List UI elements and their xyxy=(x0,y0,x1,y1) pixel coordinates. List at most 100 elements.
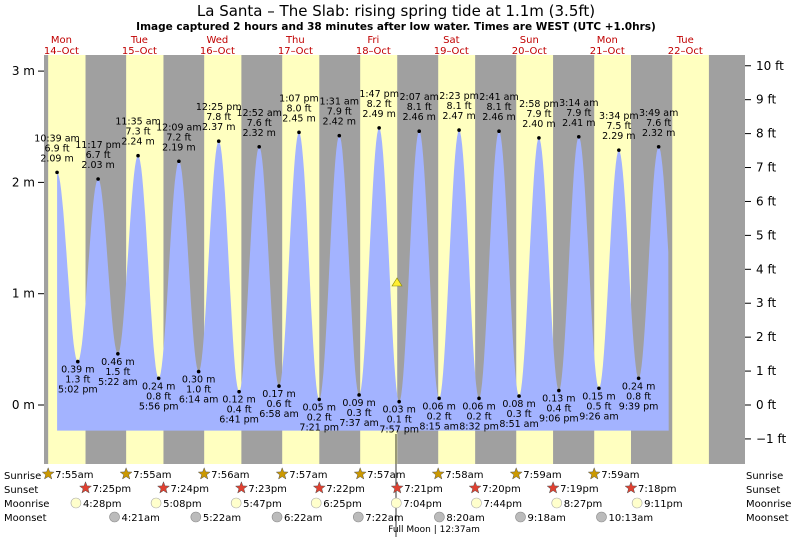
left-tick-label: 1 m xyxy=(12,287,35,301)
right-tick-label: 1 ft xyxy=(756,364,776,378)
extreme-label: 8.0 ft xyxy=(286,103,311,114)
extreme-label: 2.32 m xyxy=(242,128,275,139)
extreme-label: 1:31 am xyxy=(320,97,359,108)
extreme-label: 9:26 am xyxy=(579,411,618,422)
right-tick-label: 4 ft xyxy=(756,262,776,276)
right-tick-label: 0 ft xyxy=(756,398,776,412)
extreme-label: 7.6 ft xyxy=(646,118,671,129)
right-tick-label: 3 ft xyxy=(756,296,776,310)
moonrise-icon xyxy=(310,497,322,509)
moonrise-icon xyxy=(150,497,162,509)
sunset-star-icon xyxy=(78,481,93,494)
extreme-label: 2.47 m xyxy=(442,111,475,122)
sunset-time: 7:22pm xyxy=(326,484,365,495)
extreme-point xyxy=(597,386,601,391)
extreme-label: 0.4 ft xyxy=(227,405,252,416)
extreme-label: 5:56 pm xyxy=(139,401,179,412)
extreme-point xyxy=(136,153,140,158)
extreme-label: 7:57 pm xyxy=(379,425,419,436)
extreme-label: 0.4 ft xyxy=(546,404,571,415)
extreme-label: 12:09 am xyxy=(156,122,201,133)
moonrise-icon xyxy=(390,497,402,509)
extreme-label: 6:14 am xyxy=(179,395,218,406)
extreme-point xyxy=(297,130,301,135)
extreme-label: 7:37 am xyxy=(339,418,378,429)
day-name-label: Thu xyxy=(285,35,305,46)
chart-subtitle: Image captured 2 hours and 38 minutes af… xyxy=(136,21,656,33)
extreme-point xyxy=(55,170,59,175)
extreme-label: 8.1 ft xyxy=(407,102,432,113)
extreme-label: 5:22 am xyxy=(98,377,137,388)
moonset-icon xyxy=(434,511,445,523)
sunrise-time: 7:57am xyxy=(367,470,405,481)
extreme-label: 2.45 m xyxy=(282,113,315,124)
extreme-label: 7.9 ft xyxy=(526,109,551,120)
moonrise-icon xyxy=(551,497,563,509)
extreme-label: 0.3 ft xyxy=(347,408,372,419)
extreme-label: 7.5 ft xyxy=(606,121,631,132)
extreme-point xyxy=(557,388,561,393)
day-date-label: 16–Oct xyxy=(200,46,235,57)
day-name-label: Fri xyxy=(367,35,379,46)
moonset-time: 6:22am xyxy=(284,513,322,524)
extreme-label: 2.41 m xyxy=(562,118,595,129)
extreme-label: 0.06 m xyxy=(422,401,455,412)
sunset-time: 7:18pm xyxy=(638,484,677,495)
sun-moon-rows: Sunrise Sunset Moonrise Moonset Sunrise … xyxy=(4,467,791,535)
extreme-label: 0.39 m xyxy=(61,365,94,376)
right-tick-label: 10 ft xyxy=(756,59,784,73)
tide-area xyxy=(57,127,669,431)
extreme-label: 8:15 am xyxy=(419,421,458,432)
moonset-icon xyxy=(596,511,607,523)
extreme-label: 0.13 m xyxy=(542,394,575,405)
sunset-star-icon xyxy=(234,481,248,494)
moonset-icon xyxy=(190,511,202,523)
extreme-label: 1.3 ft xyxy=(65,375,90,386)
moonrise-time: 7:44pm xyxy=(483,499,522,510)
sunset-star-icon xyxy=(312,481,326,494)
daylight-band xyxy=(672,55,709,464)
moonrise-icon xyxy=(631,497,643,509)
sunrise-row-label-right: Sunrise xyxy=(746,471,783,482)
extreme-label: 8.1 ft xyxy=(447,101,472,112)
extreme-label: 2.09 m xyxy=(40,153,73,164)
day-date-label: 22–Oct xyxy=(668,46,703,57)
day-name-label: Tue xyxy=(130,35,148,46)
extreme-label: 0.46 m xyxy=(101,357,134,368)
extreme-point xyxy=(537,136,541,140)
moonrise-row-label: Moonrise xyxy=(4,499,49,510)
extreme-label: 0.24 m xyxy=(622,381,655,392)
extreme-label: 11:35 am xyxy=(115,117,160,128)
moonrise-icon xyxy=(70,497,82,509)
sunset-row-label: Sunset xyxy=(4,485,38,496)
sunrise-star-icon xyxy=(275,467,289,480)
extreme-point xyxy=(517,394,521,398)
extreme-point xyxy=(377,126,381,130)
extreme-label: 10:39 am xyxy=(34,133,79,144)
sunrise-star-icon xyxy=(431,467,445,480)
extreme-label: 11:17 pm xyxy=(75,140,121,151)
day-name-label: Sun xyxy=(520,35,539,46)
extreme-label: 12:52 am xyxy=(236,108,281,119)
sunset-time: 7:25pm xyxy=(93,484,132,495)
sunset-star-icon xyxy=(468,481,482,494)
extreme-label: 7.8 ft xyxy=(206,112,231,123)
extreme-label: 0.3 ft xyxy=(507,409,532,420)
extreme-label: 6:58 am xyxy=(259,409,298,420)
moonrise-time: 8:27pm xyxy=(564,499,603,510)
moonset-icon xyxy=(515,511,526,523)
extreme-label: 7.2 ft xyxy=(166,132,191,143)
extreme-point xyxy=(196,369,201,374)
extreme-point xyxy=(156,376,161,381)
moonset-row-label-right: Moonset xyxy=(746,513,789,524)
extreme-point xyxy=(357,393,361,397)
sunrise-star-icon xyxy=(587,467,601,480)
sunset-star-icon xyxy=(156,481,171,494)
moonset-icon xyxy=(352,511,364,523)
extreme-label: 7.9 ft xyxy=(327,107,352,118)
moonrise-time: 5:47pm xyxy=(243,499,282,510)
left-tick-label: 0 m xyxy=(12,398,35,412)
extreme-label: 2:23 pm xyxy=(439,91,479,102)
sunrise-time: 7:59am xyxy=(601,470,639,481)
